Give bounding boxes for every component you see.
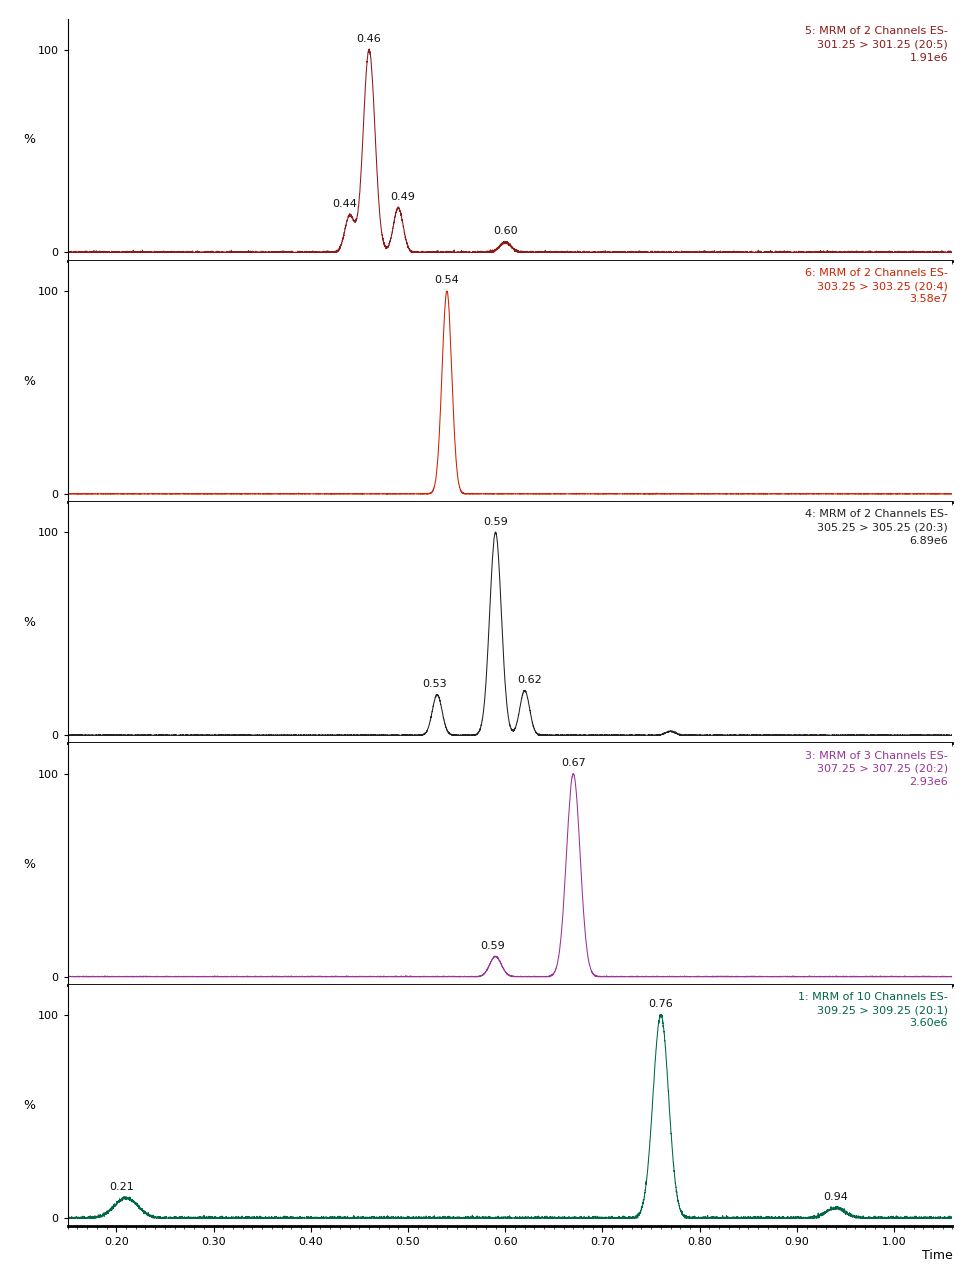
Text: 1: MRM of 10 Channels ES-
309.25 > 309.25 (20:1)
3.60e6: 1: MRM of 10 Channels ES- 309.25 > 309.2…: [799, 992, 948, 1028]
Text: 0.54: 0.54: [434, 275, 459, 285]
Y-axis label: %: %: [23, 858, 36, 870]
Y-axis label: %: %: [23, 133, 36, 146]
Text: 6: MRM of 2 Channels ES-
303.25 > 303.25 (20:4)
3.58e7: 6: MRM of 2 Channels ES- 303.25 > 303.25…: [806, 268, 948, 305]
Text: 0.60: 0.60: [493, 227, 517, 237]
Text: 4: MRM of 2 Channels ES-
305.25 > 305.25 (20:3)
6.89e6: 4: MRM of 2 Channels ES- 305.25 > 305.25…: [806, 509, 948, 545]
Text: 0.49: 0.49: [391, 192, 416, 202]
Text: 0.76: 0.76: [649, 1000, 673, 1009]
Text: 0.44: 0.44: [333, 200, 357, 209]
Y-axis label: %: %: [23, 616, 36, 630]
Text: 0.62: 0.62: [517, 675, 542, 685]
Text: 0.21: 0.21: [109, 1181, 133, 1192]
Text: 3: MRM of 3 Channels ES-
307.25 > 307.25 (20:2)
2.93e6: 3: MRM of 3 Channels ES- 307.25 > 307.25…: [806, 750, 948, 787]
Text: 0.59: 0.59: [484, 517, 508, 526]
X-axis label: Time: Time: [922, 1249, 952, 1262]
Text: 0.94: 0.94: [823, 1192, 848, 1202]
Text: 0.59: 0.59: [481, 941, 505, 951]
Text: 5: MRM of 2 Channels ES-
301.25 > 301.25 (20:5)
1.91e6: 5: MRM of 2 Channels ES- 301.25 > 301.25…: [806, 27, 948, 63]
Y-axis label: %: %: [23, 1100, 36, 1112]
Y-axis label: %: %: [23, 375, 36, 388]
Text: 0.67: 0.67: [561, 758, 586, 768]
Text: 0.46: 0.46: [357, 33, 382, 44]
Text: 0.53: 0.53: [422, 678, 447, 689]
